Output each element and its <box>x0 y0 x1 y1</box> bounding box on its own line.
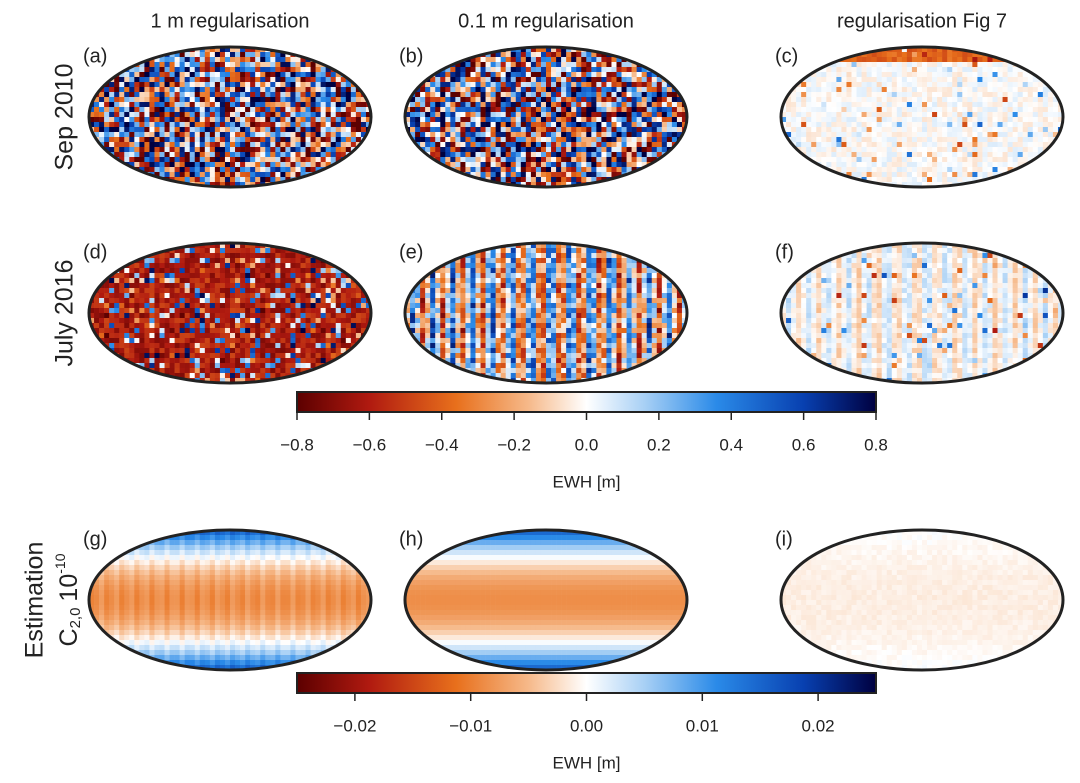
tick-label: 0.2 <box>647 435 671 454</box>
panel-label: (c) <box>775 45 798 67</box>
tick-label: 0.4 <box>719 435 743 454</box>
panel-label: (g) <box>83 528 107 550</box>
subscript: 2,0 <box>67 608 84 629</box>
tick-label: −0.6 <box>353 435 387 454</box>
panel-label: (a) <box>83 45 107 67</box>
panel-label: (b) <box>399 45 423 67</box>
colorbar <box>297 673 876 693</box>
tick-label: −0.02 <box>333 716 376 735</box>
tick-label: 0.01 <box>686 716 719 735</box>
tick-label: −0.2 <box>497 435 531 454</box>
column-title: 1 m regularisation <box>151 10 310 32</box>
tick-label: −0.4 <box>425 435 459 454</box>
row-label: Estimation <box>21 542 49 659</box>
symbol: C <box>55 628 83 646</box>
column-title: 0.1 m regularisation <box>458 10 634 32</box>
colorbar-label: EWH [m] <box>553 472 621 491</box>
tick-label: −0.8 <box>280 435 314 454</box>
figure: 1 m regularisation 0.1 m regularisation re… <box>0 0 1080 778</box>
tick-label: 0.8 <box>864 435 888 454</box>
exponent: -10 <box>52 553 68 573</box>
tick-label: 0.6 <box>792 435 816 454</box>
factor: 10 <box>55 574 83 602</box>
panel-label: (e) <box>399 241 423 263</box>
panel-label: (f) <box>775 241 794 263</box>
colorbar <box>297 392 876 412</box>
tick-label: 0.00 <box>570 716 603 735</box>
column-title: regularisation Fig 7 <box>837 10 1007 32</box>
colorbar-label: EWH [m] <box>553 753 621 772</box>
panel-label: (i) <box>775 528 793 550</box>
tick-label: −0.01 <box>449 716 492 735</box>
row-label: Sep 2010 <box>51 63 79 170</box>
panel-label: (h) <box>399 528 423 550</box>
panel-label: (d) <box>83 241 107 263</box>
row-label: July 2016 <box>51 259 79 366</box>
tick-label: 0.02 <box>802 716 835 735</box>
row-label: C2,0 10-10 <box>52 553 84 646</box>
tick-label: 0.0 <box>575 435 599 454</box>
